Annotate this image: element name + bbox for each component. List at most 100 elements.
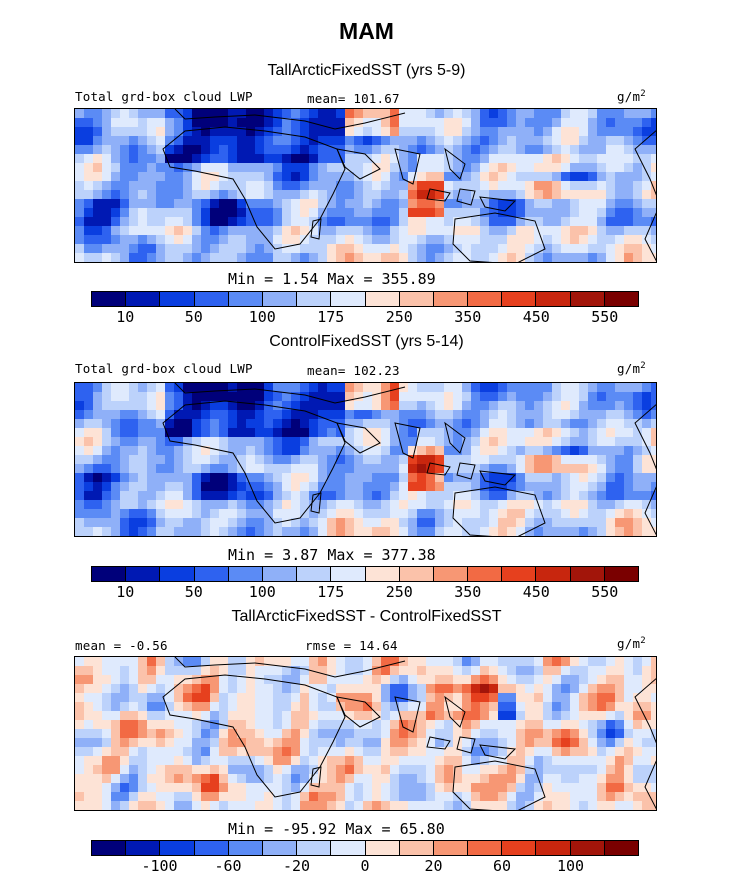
heatmap-cell xyxy=(147,136,157,146)
heatmap-cell xyxy=(219,509,229,519)
heatmap-cell xyxy=(552,684,562,694)
heatmap-cell xyxy=(552,491,562,501)
heatmap-cell xyxy=(525,383,535,393)
heatmap-cell xyxy=(453,383,463,393)
heatmap-cell xyxy=(138,518,148,528)
heatmap-cell xyxy=(534,455,544,465)
heatmap-cell xyxy=(147,801,157,810)
heatmap-cell xyxy=(84,118,94,128)
heatmap-cell xyxy=(237,657,247,667)
heatmap-cell xyxy=(273,774,283,784)
heatmap-cell xyxy=(372,774,382,784)
heatmap-cell xyxy=(210,666,220,676)
heatmap-cell xyxy=(201,729,211,739)
heatmap-cell xyxy=(219,419,229,429)
coastline xyxy=(444,147,466,180)
heatmap-cell xyxy=(273,262,283,263)
heatmap-cell xyxy=(453,401,463,411)
heatmap-cell xyxy=(579,172,589,182)
heatmap-cell xyxy=(192,684,202,694)
heatmap-cell xyxy=(633,199,643,209)
heatmap-cell xyxy=(156,491,166,501)
heatmap-cell xyxy=(399,172,409,182)
heatmap-cell xyxy=(264,729,274,739)
heatmap-cell xyxy=(516,684,526,694)
heatmap-cell xyxy=(507,428,517,438)
heatmap-cell xyxy=(615,810,625,811)
heatmap-cell xyxy=(408,118,418,128)
heatmap-cell xyxy=(624,801,634,810)
heatmap-cell xyxy=(300,473,310,483)
heatmap-cell xyxy=(552,801,562,810)
heatmap-cell xyxy=(399,810,409,811)
heatmap-cell xyxy=(192,711,202,721)
heatmap-cell xyxy=(399,217,409,227)
heatmap-cell xyxy=(480,747,490,757)
heatmap-cell xyxy=(291,392,301,402)
heatmap-cell xyxy=(453,675,463,685)
heatmap-cell xyxy=(300,684,310,694)
heatmap-cell xyxy=(615,235,625,245)
heatmap-cell xyxy=(183,693,193,703)
heatmap-cell xyxy=(453,684,463,694)
heatmap-cell xyxy=(399,473,409,483)
heatmap-cell xyxy=(561,684,571,694)
heatmap-cell xyxy=(102,693,112,703)
heatmap-cell xyxy=(516,410,526,420)
heatmap-cell xyxy=(273,702,283,712)
heatmap-cell xyxy=(462,419,472,429)
heatmap-cell xyxy=(651,154,656,164)
heatmap-cell xyxy=(471,473,481,483)
heatmap-cell xyxy=(246,181,256,191)
heatmap-cell xyxy=(408,199,418,209)
heatmap-cell xyxy=(120,262,130,263)
heatmap-cell xyxy=(255,208,265,218)
heatmap-cell xyxy=(381,536,391,537)
heatmap-cell xyxy=(399,693,409,703)
heatmap-cell xyxy=(336,756,346,766)
heatmap-cell xyxy=(183,774,193,784)
heatmap-cell xyxy=(525,154,535,164)
heatmap-cell xyxy=(363,437,373,447)
heatmap-cell xyxy=(192,810,202,811)
heatmap-cell xyxy=(606,765,616,775)
heatmap-cell xyxy=(534,693,544,703)
heatmap-cell xyxy=(345,666,355,676)
heatmap-cell xyxy=(237,262,247,263)
heatmap-cell xyxy=(588,693,598,703)
heatmap-cell xyxy=(210,419,220,429)
heatmap-cell xyxy=(408,181,418,191)
heatmap-cell xyxy=(192,500,202,510)
heatmap-cell xyxy=(462,262,472,263)
heatmap-cell xyxy=(426,199,436,209)
heatmap-cell xyxy=(300,729,310,739)
heatmap-cell xyxy=(255,383,265,393)
heatmap-cell xyxy=(354,181,364,191)
heatmap-cell xyxy=(651,136,656,146)
heatmap-cell xyxy=(534,747,544,757)
heatmap-cell xyxy=(129,729,139,739)
heatmap-cell xyxy=(84,419,94,429)
heatmap-cell xyxy=(480,774,490,784)
heatmap-cell xyxy=(84,172,94,182)
heatmap-cell xyxy=(264,464,274,474)
heatmap-cell xyxy=(498,217,508,227)
heatmap-cell xyxy=(543,109,553,119)
heatmap-cell xyxy=(381,500,391,510)
heatmap-cell xyxy=(147,208,157,218)
heatmap-cell xyxy=(183,181,193,191)
heatmap-cell xyxy=(120,419,130,429)
heatmap-cell xyxy=(363,491,373,501)
heatmap-cell xyxy=(93,702,103,712)
heatmap-cell xyxy=(354,482,364,492)
heatmap-cell xyxy=(129,473,139,483)
heatmap-cell xyxy=(489,226,499,236)
heatmap-cell xyxy=(381,163,391,173)
heatmap-cell xyxy=(372,747,382,757)
heatmap-cell xyxy=(129,684,139,694)
heatmap-cell xyxy=(507,154,517,164)
coastline xyxy=(394,422,421,459)
heatmap-cell xyxy=(228,392,238,402)
heatmap-cell xyxy=(381,693,391,703)
heatmap-cell xyxy=(75,711,85,721)
